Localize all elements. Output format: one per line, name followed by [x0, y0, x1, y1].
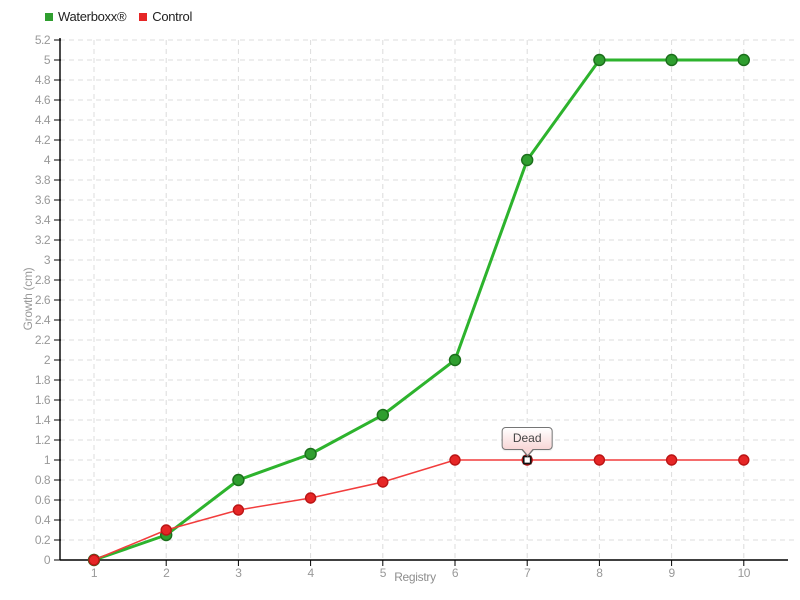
y-tick-label: 4.4	[35, 113, 51, 127]
data-point-control[interactable]	[449, 454, 461, 466]
series-line-control	[93, 459, 745, 561]
data-point-waterboxx[interactable]	[304, 447, 317, 461]
x-tick-label: 1	[91, 566, 98, 580]
dead-tooltip: Dead	[501, 427, 553, 457]
data-point-control[interactable]	[232, 504, 245, 516]
data-point-control[interactable]	[738, 454, 750, 466]
data-point-control[interactable]	[88, 554, 100, 566]
legend-label-waterboxx: Waterboxx®	[58, 9, 127, 24]
data-point-control[interactable]	[160, 524, 172, 536]
legend-label-control: Control	[152, 9, 193, 24]
y-tick-label: 1.6	[35, 393, 51, 407]
y-tick-label: 2.6	[35, 293, 51, 307]
data-point-waterboxx[interactable]	[232, 473, 245, 487]
legend-item-waterboxx[interactable]: Waterboxx®	[45, 9, 127, 24]
y-tick-label: 0.6	[35, 493, 51, 507]
y-tick-label: 5.2	[35, 33, 51, 47]
y-tick-label: 5	[44, 53, 51, 67]
y-tick-label: 1.8	[35, 373, 51, 387]
x-axis-title: Registry	[394, 570, 436, 584]
x-tick-label: 3	[235, 566, 242, 580]
y-tick-label: 0.8	[35, 473, 51, 487]
legend-item-control[interactable]: Control	[139, 9, 192, 24]
y-tick-label: 4	[44, 153, 51, 167]
y-tick-label: 0.2	[35, 533, 51, 547]
y-tick-label: 1.2	[35, 433, 51, 447]
y-tick-label: 3.2	[35, 233, 51, 247]
x-tick-label: 7	[524, 566, 531, 580]
y-tick-label: 4.2	[35, 133, 51, 147]
y-tick-label: 3.8	[35, 173, 51, 187]
y-tick-label: 2	[44, 353, 51, 367]
data-point-waterboxx[interactable]	[521, 153, 534, 167]
x-tick-label: 4	[308, 566, 315, 580]
dead-tooltip-text: Dead	[512, 431, 542, 445]
y-tick-label: 4.8	[35, 73, 51, 87]
data-point-waterboxx[interactable]	[448, 353, 462, 367]
y-tick-label: 2.2	[35, 333, 51, 347]
dead-point-marker[interactable]	[522, 455, 532, 465]
y-tick-label: 0	[44, 553, 51, 567]
data-point-waterboxx[interactable]	[593, 53, 606, 67]
data-point-control[interactable]	[304, 492, 317, 504]
chart-legend: Waterboxx® Control	[45, 9, 192, 24]
y-tick-label: 3	[44, 253, 51, 267]
control-swatch-icon	[139, 12, 148, 21]
x-tick-label: 5	[380, 566, 387, 580]
y-tick-label: 2.8	[35, 273, 51, 287]
waterboxx-swatch-icon	[45, 12, 53, 21]
x-tick-label: 10	[738, 566, 751, 580]
y-tick-label: 1.4	[35, 413, 51, 427]
data-point-waterboxx[interactable]	[737, 53, 750, 67]
y-tick-label: 3.4	[35, 213, 51, 227]
data-point-waterboxx[interactable]	[665, 53, 678, 67]
data-point-waterboxx[interactable]	[376, 408, 389, 422]
x-tick-label: 9	[669, 566, 676, 580]
x-tick-label: 8	[596, 566, 603, 580]
x-tick-label: 6	[452, 566, 459, 580]
y-axis-title: Growth (cm)	[21, 267, 35, 331]
data-point-control[interactable]	[593, 454, 606, 466]
y-tick-label: 3.6	[35, 193, 51, 207]
x-tick-label: 2	[163, 566, 170, 580]
y-tick-label: 4.6	[35, 93, 51, 107]
series-line-waterboxx	[92, 58, 746, 562]
y-tick-label: 0.4	[35, 513, 51, 527]
y-tick-label: 1	[44, 453, 51, 467]
data-point-control[interactable]	[377, 476, 389, 488]
data-point-control[interactable]	[665, 454, 678, 466]
y-tick-label: 2.4	[35, 313, 51, 327]
